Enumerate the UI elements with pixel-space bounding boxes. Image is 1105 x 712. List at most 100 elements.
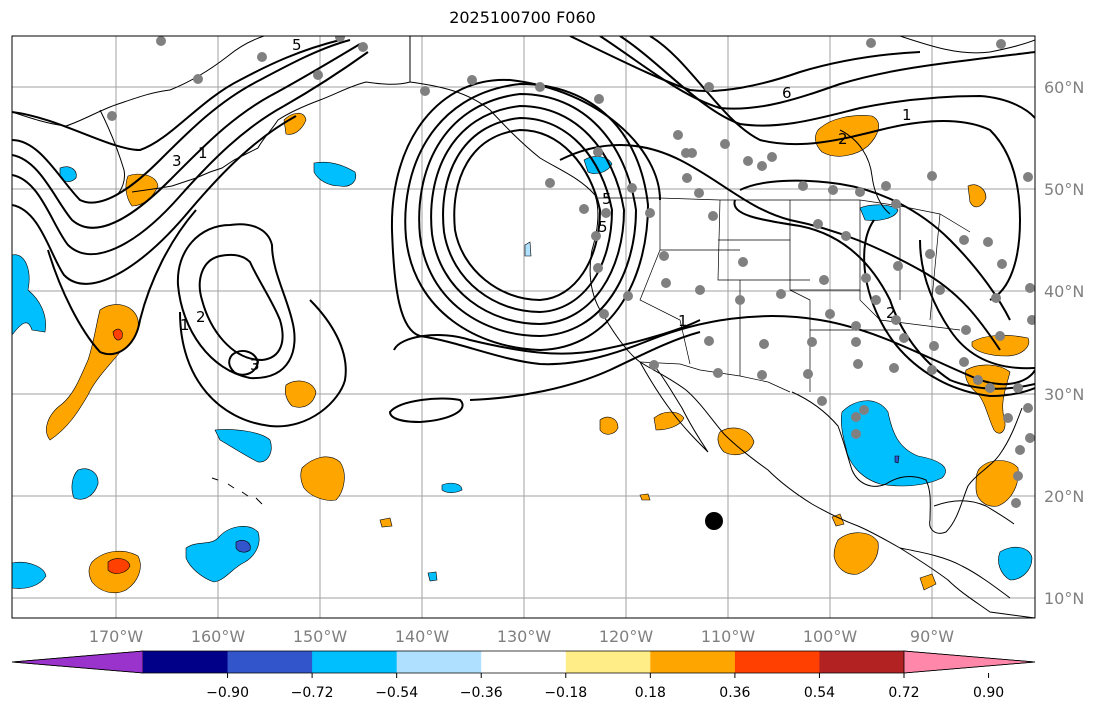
- station-dot: [961, 325, 971, 335]
- colorbar-segment: [143, 651, 229, 673]
- contour-line: [198, 253, 284, 362]
- station-dot: [594, 94, 604, 104]
- station-dot: [735, 295, 745, 305]
- station-dot: [841, 231, 851, 241]
- station-dot: [627, 183, 637, 193]
- station-dot: [661, 278, 671, 288]
- station-dot: [853, 359, 863, 369]
- station-dot: [1003, 413, 1013, 423]
- contour-label: 5: [292, 36, 302, 54]
- lat-label: 20°N: [1044, 487, 1084, 506]
- baja-california: [639, 361, 709, 453]
- negative-anomaly-area: [71, 468, 99, 500]
- contour-line: [863, 219, 1035, 398]
- map-area: 5 1 3 2 1 3 5 1 5 2 6 1 2: [12, 36, 1035, 618]
- colorbar-tick-label: 0.18: [635, 685, 666, 701]
- positive-anomaly-area: [639, 493, 651, 501]
- station-dot: [358, 42, 368, 52]
- contour-line: [176, 223, 296, 380]
- station-dot: [1013, 383, 1023, 393]
- lon-label: 140°W: [395, 627, 450, 646]
- colorbar-tick-label: 0.72: [888, 685, 919, 701]
- station-dot: [738, 257, 748, 267]
- contour-line: [47, 209, 197, 356]
- station-dot: [776, 289, 786, 299]
- station-dot: [985, 383, 995, 393]
- station-dot: [825, 309, 835, 319]
- contour-line: [12, 43, 361, 229]
- positive-anomaly-area: [717, 427, 755, 455]
- negative-anomaly-area: [12, 254, 46, 336]
- positive-anomaly-area: [653, 411, 685, 431]
- station-dot: [757, 161, 767, 171]
- station-dot: [193, 74, 203, 84]
- contour-line: [559, 144, 1001, 351]
- contour-line: [388, 397, 464, 424]
- station-dot: [861, 273, 871, 283]
- station-dot: [1011, 498, 1021, 508]
- lon-label: 120°W: [599, 627, 654, 646]
- station-dot: [649, 360, 659, 370]
- station-dot: [535, 82, 545, 92]
- lon-label: 170°W: [89, 627, 144, 646]
- contour-label: 2: [886, 304, 896, 322]
- contour-label: 5: [598, 218, 608, 236]
- contour-label: 3: [250, 356, 260, 374]
- station-dot: [1027, 315, 1035, 325]
- station-dot: [929, 341, 939, 351]
- anomaly-shading: [12, 112, 1033, 594]
- station-dot: [983, 237, 993, 247]
- negative-anomaly-area: [214, 429, 272, 463]
- contour-label: 5: [602, 190, 612, 208]
- lon-label: 110°W: [701, 627, 756, 646]
- station-dot: [891, 199, 901, 209]
- contour-line: [393, 319, 701, 355]
- station-dot: [803, 369, 813, 379]
- station-dot: [828, 185, 838, 195]
- station-dot: [107, 111, 117, 121]
- station-dot: [798, 181, 808, 191]
- contour-label: 1: [180, 316, 190, 334]
- colorbar-extend-low: [11, 650, 144, 674]
- contour-label: 2: [838, 130, 848, 148]
- colorbar: −0.90 −0.72 −0.54 −0.36 −0.18 0.18 0.36 0.54 0.7…: [11, 650, 1036, 701]
- contour-line: [733, 199, 1035, 390]
- colorbar-tick-label: −0.18: [544, 685, 587, 701]
- contour-line: [619, 36, 1035, 127]
- lat-label: 40°N: [1044, 282, 1084, 301]
- negative-anomaly-area: [427, 571, 438, 582]
- contour-label: 1: [902, 106, 912, 124]
- negative-anomaly-area: [583, 156, 613, 174]
- contour-label: 1: [678, 312, 688, 330]
- station-dot: [935, 285, 945, 295]
- station-dot: [899, 333, 909, 343]
- station-dot: [720, 139, 730, 149]
- negative-anomaly-area: [524, 241, 532, 257]
- colorbar-tick-label: −0.90: [206, 685, 249, 701]
- station-dot: [713, 368, 723, 378]
- station-dot: [997, 259, 1007, 269]
- station-dot: [593, 147, 603, 157]
- contour-label-group: 5 1 3 2 1 3 5 1 5 2 6 1 2: [172, 36, 912, 374]
- colorbar-tick-label: −0.54: [375, 685, 418, 701]
- gulf-coast: [791, 391, 1023, 534]
- station-dot: [893, 261, 903, 271]
- station-dot: [995, 331, 1005, 341]
- station-dot: [467, 75, 477, 85]
- station-dot: [708, 211, 718, 221]
- us-canada-border: [598, 197, 971, 233]
- station-dot: [759, 339, 769, 349]
- station-dot: [871, 295, 881, 305]
- contour-line: [453, 128, 602, 302]
- station-dot: [813, 219, 823, 229]
- positive-anomaly-area: [831, 513, 845, 527]
- station-dot: [1025, 433, 1035, 443]
- colorbar-extend-high: [903, 650, 1036, 674]
- central-america: [899, 547, 1011, 599]
- station-dot: [851, 321, 861, 331]
- lon-label: 130°W: [497, 627, 552, 646]
- colorbar-tick-label: −0.72: [291, 685, 334, 701]
- colorbar-segment: [312, 651, 398, 673]
- colorbar-segment: [819, 651, 905, 673]
- colorbar-segment: [481, 651, 567, 673]
